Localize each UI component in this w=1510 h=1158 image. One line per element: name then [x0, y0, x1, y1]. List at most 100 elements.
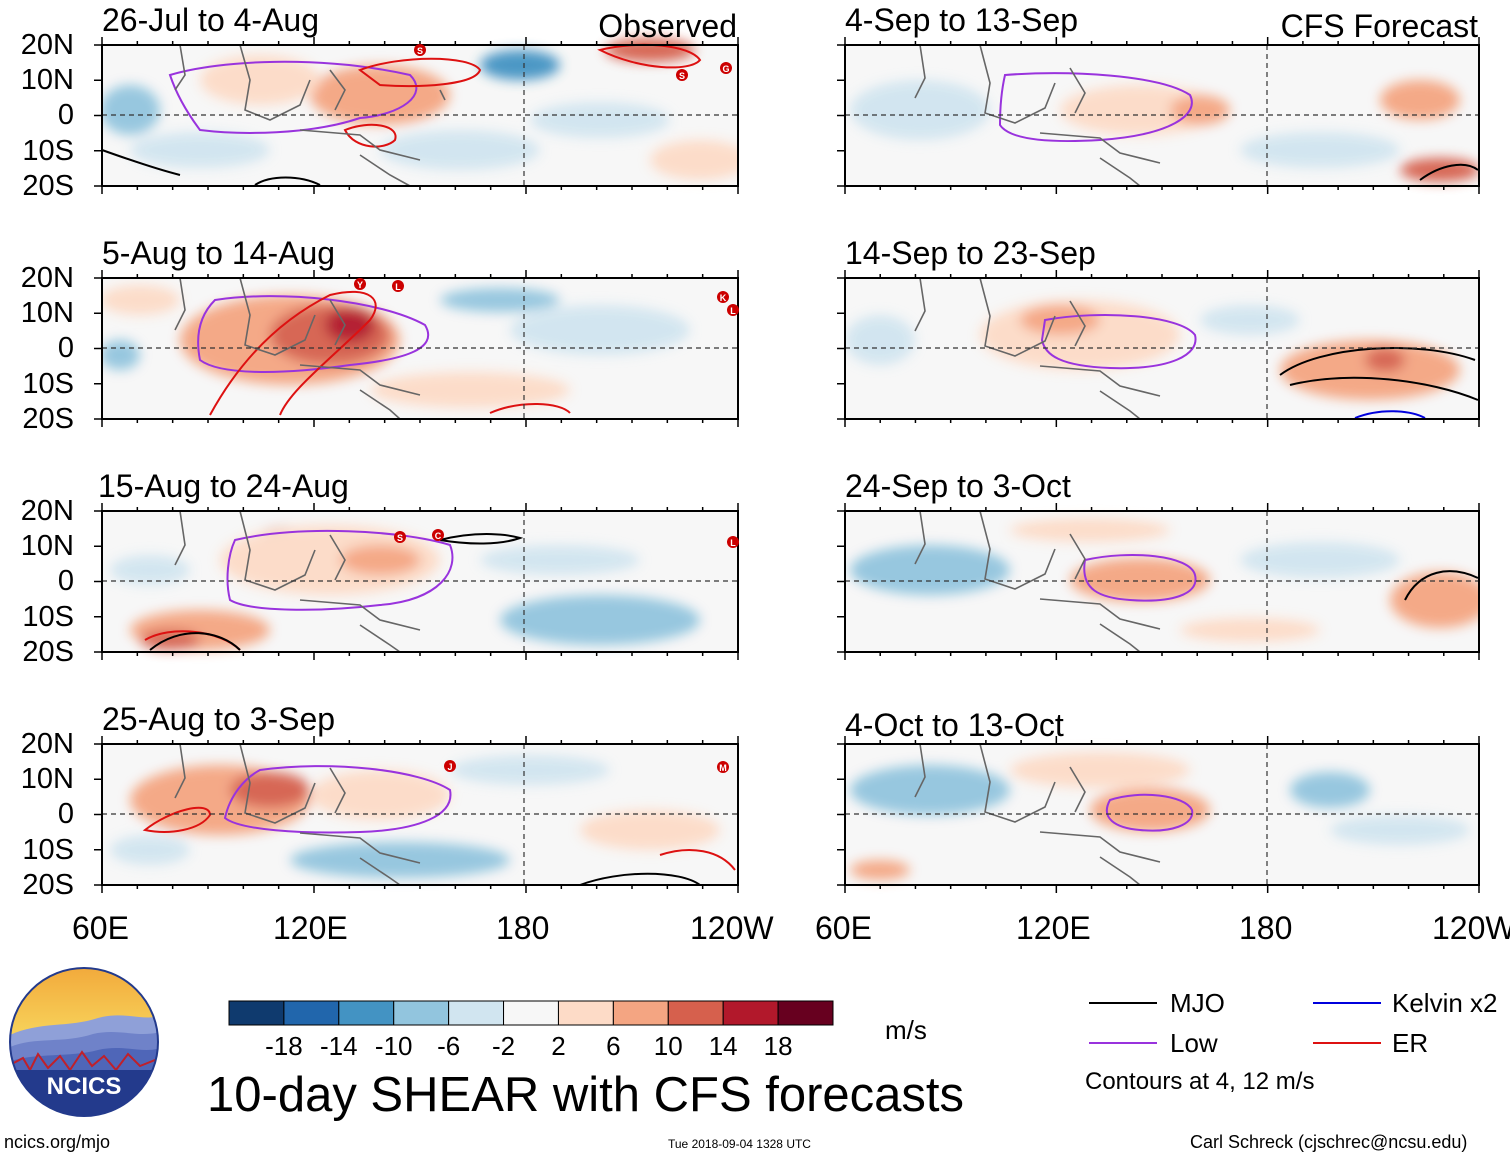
logo-text: NCICS [47, 1073, 122, 1100]
storm-marker [394, 531, 406, 543]
er-contour [489, 403, 571, 414]
colorbar-tick-label: -18 [265, 1031, 303, 1061]
storm-marker [727, 536, 739, 548]
lat-label: 20S [22, 403, 74, 435]
lon-label-clip: 120W [1432, 912, 1510, 944]
storm-marker-label: S [397, 533, 403, 543]
storm-marker [727, 304, 739, 316]
lon-label: 120W [1432, 912, 1510, 944]
er-contour [343, 123, 397, 148]
storm-marker-label: S [417, 46, 423, 56]
footer-url[interactable]: ncics.org/mjo [4, 1132, 111, 1152]
colorbar-tick-label: 14 [708, 1031, 738, 1061]
mjo-contour [439, 533, 524, 545]
colorbar-tick-label: -6 [437, 1031, 461, 1061]
storm-marker-label: C [435, 531, 442, 541]
lat-label: 10N [20, 530, 74, 562]
er-contour [357, 57, 482, 88]
footer-timestamp: Tue 2018-09-04 1328 UTC [668, 1137, 811, 1151]
lat-label: 20N [20, 728, 74, 760]
storm-marker-label: M [719, 763, 727, 773]
low-contour [197, 295, 429, 373]
low-contour [1083, 554, 1197, 602]
lat-label: 0 [57, 798, 74, 830]
lon-label: 180 [1239, 910, 1293, 946]
panel-title: 14-Sep to 23-Sep [845, 235, 1096, 271]
panel-title: 26-Jul to 4-Aug [102, 2, 320, 38]
storm-marker-label: L [395, 282, 401, 292]
lon-label: 120E [273, 910, 348, 946]
colorbar-tick-label: 2 [551, 1031, 566, 1061]
lon-label: 180 [496, 910, 550, 946]
storm-marker-label: K [720, 293, 727, 303]
storm-marker [717, 761, 729, 773]
colorbar-cell [557, 1000, 614, 1026]
colorbar-unit: m/s [885, 1015, 927, 1045]
lat-label: 10S [22, 135, 74, 167]
lon-label: 120E [1016, 910, 1091, 946]
lat-label: 20S [22, 636, 74, 668]
lat-label: 10N [20, 763, 74, 795]
lat-label: 10S [22, 834, 74, 866]
main-title: 10-day SHEAR with CFS forecasts [207, 1068, 965, 1122]
panel-forecast-3-field [845, 511, 1479, 652]
footer-author: Carl Schreck (cjschrec@ncsu.edu) [1190, 1132, 1468, 1152]
mjo-contour [1404, 570, 1479, 601]
panel-title: 24-Sep to 3-Oct [845, 468, 1071, 504]
lat-label: 0 [57, 565, 74, 597]
storm-marker-label: S [679, 71, 685, 81]
storm-marker [354, 278, 366, 290]
lat-label: 10N [20, 64, 74, 96]
colorbar-cell [667, 1000, 724, 1026]
lat-label: 20N [20, 495, 74, 527]
mjo-contour [149, 632, 241, 651]
mjo-contour [101, 149, 181, 176]
storm-marker-label: G [722, 64, 729, 74]
panel-source-tag: CFS Forecast [1280, 8, 1478, 44]
er-contour [209, 290, 377, 416]
lon-label: 60E [815, 910, 872, 946]
colorbar-cell [393, 1000, 450, 1026]
storm-marker-label: J [447, 762, 452, 772]
panel-title: 4-Oct to 13-Oct [845, 707, 1064, 743]
storm-marker-label: L [730, 538, 736, 548]
panel-observed-3-field [102, 511, 738, 652]
lat-label: 10S [22, 601, 74, 633]
mjo-contour [1419, 163, 1479, 181]
low-contour [226, 529, 454, 611]
legend-lines [1089, 1002, 1381, 1044]
er-contour [659, 849, 736, 871]
storm-marker [717, 291, 729, 303]
colorbar-cell [777, 1000, 834, 1026]
colorbar-cell [612, 1000, 669, 1026]
colorbar-tick-label: -10 [374, 1031, 413, 1061]
lat-label: 20S [22, 869, 74, 901]
colorbar-cell [503, 1000, 559, 1026]
panel-title: 5-Aug to 14-Aug [102, 235, 336, 271]
storm-marker-label: L [730, 306, 736, 316]
er-contour [142, 806, 212, 833]
colorbar-tick-label: 10 [653, 1031, 683, 1061]
lat-label: 10N [20, 297, 74, 329]
ncics-logo: NCICS [9, 967, 159, 1117]
panel-observed-2-field [102, 278, 738, 419]
storm-markers: S S G Y L K L S C L J M [354, 44, 739, 773]
mjo-contour [1279, 347, 1479, 401]
colorbar-cell [283, 1000, 340, 1026]
low-contour [1105, 793, 1194, 832]
lat-label: 10S [22, 368, 74, 400]
panel-title: 4-Sep to 13-Sep [845, 2, 1079, 38]
colorbar-tick-label: -14 [320, 1031, 358, 1061]
storm-marker-label: Y [357, 280, 363, 290]
low-contour [998, 72, 1193, 143]
colorbar-tick-label: -2 [491, 1031, 516, 1061]
legend-label-er: ER [1392, 1028, 1429, 1058]
lon-label: 120W [690, 910, 774, 946]
lat-label: 20S [22, 170, 74, 202]
lat-label: 0 [57, 332, 74, 364]
panel-source-tag: Observed [598, 8, 737, 44]
colorbar-cell [448, 1000, 505, 1026]
mjo-contour [254, 176, 321, 186]
legend-label-low: Low [1170, 1028, 1218, 1058]
